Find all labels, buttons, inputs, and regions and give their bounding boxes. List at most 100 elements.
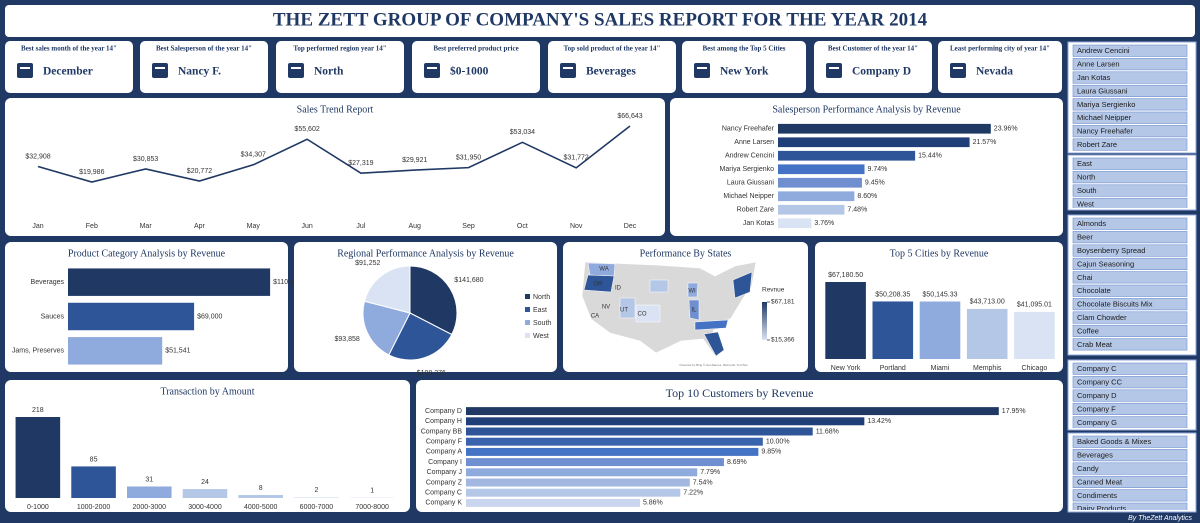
bar (294, 497, 339, 498)
slicer-item[interactable] (1072, 376, 1188, 389)
y-tick-label: Sauces (41, 313, 65, 320)
slicer-item[interactable] (1072, 231, 1188, 244)
slicer-item-label[interactable]: Chocolate (1077, 286, 1111, 295)
slicer-item-label[interactable]: Canned Meat (1077, 477, 1123, 486)
state-label: WA (599, 267, 608, 273)
slicer-item[interactable] (1072, 502, 1188, 515)
slicer-item-label[interactable]: Company F (1077, 404, 1116, 413)
x-tick-label: 7000-8000 (355, 504, 389, 511)
bar (466, 498, 640, 507)
slicer-item[interactable] (1072, 71, 1188, 84)
slicer-item-label[interactable]: Company CC (1077, 378, 1123, 387)
y-tick-label: Company BB (421, 428, 463, 435)
y-tick-label: Anne Larsen (734, 139, 774, 146)
slicer-item[interactable] (1072, 257, 1188, 271)
chart-title: Performance By States (640, 248, 732, 259)
slicer-item-label[interactable]: Beer (1077, 233, 1093, 242)
kpi-icon-detail (20, 67, 30, 69)
bar (466, 437, 763, 446)
kpi-value: Company D (852, 66, 911, 78)
bar (466, 458, 724, 467)
slicer-item-label[interactable]: Baked Goods & Mixes (1077, 437, 1151, 446)
bar (466, 427, 813, 436)
slicer-item-label[interactable]: Laura Giussani (1077, 86, 1128, 95)
slicer-item[interactable] (1072, 338, 1188, 351)
slicer-item-label[interactable]: Condiments (1077, 491, 1117, 500)
slicer-item[interactable] (1072, 244, 1188, 257)
kpi-icon-detail (563, 67, 573, 69)
data-label: 7.79% (700, 469, 720, 476)
slicer-item[interactable] (1072, 362, 1188, 375)
bar (1014, 311, 1055, 359)
state-shape (732, 271, 753, 299)
y-tick-label: Company C (425, 490, 462, 497)
data-label: 8 (259, 485, 263, 492)
kpi-card (5, 41, 133, 93)
slicer-item[interactable] (1072, 475, 1188, 489)
slicer-item[interactable] (1072, 449, 1188, 462)
bar (238, 495, 283, 498)
data-label: 17.95% (1002, 408, 1026, 415)
slicer-item[interactable] (1072, 84, 1188, 97)
slicer-item-label[interactable]: Almonds (1077, 219, 1106, 228)
slicer-item[interactable] (1072, 111, 1188, 124)
data-label: $50,208.35 (875, 291, 910, 298)
slicer-item[interactable] (1072, 157, 1188, 170)
slicer-item-label[interactable]: Jan Kotas (1077, 73, 1111, 82)
slicer-item[interactable] (1072, 184, 1188, 197)
slicer-item-label[interactable]: Nancy Freehafer (1077, 127, 1133, 136)
slicer-item-label[interactable]: Robert Zare (1077, 140, 1117, 149)
slicer-item-label[interactable]: Anne Larsen (1077, 60, 1120, 69)
kpi-icon (694, 63, 710, 78)
chart-panel (5, 98, 665, 236)
slicer-item-label[interactable]: Candy (1077, 464, 1099, 473)
slicer-item-label[interactable]: Clam Chowder (1077, 313, 1127, 322)
y-tick-label: Company A (426, 449, 463, 456)
slicer-item-label[interactable]: Coffee (1077, 326, 1099, 335)
slicer-item-label[interactable]: Dairy Products (1077, 504, 1126, 513)
slicer-item-label[interactable]: Company C (1077, 364, 1117, 373)
bar (127, 486, 172, 498)
slicer-item[interactable] (1072, 197, 1188, 210)
slicer-item-label[interactable]: Company D (1077, 391, 1117, 400)
slicer-item[interactable] (1072, 462, 1188, 475)
slicer-item-label[interactable]: East (1077, 159, 1093, 168)
slicer-item-label[interactable]: Boysenberry Spread (1077, 246, 1145, 255)
slicer-item[interactable] (1072, 489, 1188, 502)
slicer-item[interactable] (1072, 171, 1188, 184)
slicer-item[interactable] (1072, 402, 1188, 416)
data-label: 11.68% (816, 428, 839, 435)
slicer-item-label[interactable]: West (1077, 199, 1095, 208)
slicer-item[interactable] (1072, 416, 1188, 429)
slicer-item-label[interactable]: South (1077, 186, 1097, 195)
data-label: $20,772 (187, 168, 212, 175)
slicer-item[interactable] (1072, 435, 1188, 448)
slicer-item[interactable] (1072, 138, 1188, 151)
slicer-item-label[interactable]: Company G (1077, 418, 1117, 427)
slicer-item-label[interactable]: Michael Neipper (1077, 113, 1132, 122)
slicer-item[interactable] (1072, 324, 1188, 338)
state-label: UT (620, 308, 628, 314)
slicer-item-label[interactable]: Chai (1077, 273, 1093, 282)
slicer-item[interactable] (1072, 389, 1188, 402)
slicer-item-label[interactable]: Chocolate Biscuits Mix (1077, 300, 1153, 309)
slicer-item[interactable] (1072, 44, 1188, 57)
slicer-item[interactable] (1072, 217, 1188, 230)
slicer-item[interactable] (1072, 58, 1188, 71)
slicer-item[interactable] (1072, 298, 1188, 311)
slicer-item[interactable] (1072, 284, 1188, 297)
slicer-item-label[interactable]: Beverages (1077, 451, 1113, 460)
bar (778, 164, 865, 175)
slicer-item-label[interactable]: Mariya Sergienko (1077, 100, 1135, 109)
slicer-item[interactable] (1072, 271, 1188, 284)
bar (825, 282, 866, 359)
slicer-item-label[interactable]: Cajun Seasoning (1077, 259, 1134, 268)
kpi-icon (826, 63, 842, 78)
slicer-item[interactable] (1072, 125, 1188, 138)
x-tick-label: Jun (301, 223, 312, 230)
slicer-item[interactable] (1072, 311, 1188, 324)
slicer-item-label[interactable]: Andrew Cencini (1077, 46, 1130, 55)
slicer-item[interactable] (1072, 98, 1188, 111)
slicer-item-label[interactable]: Crab Meat (1077, 340, 1113, 349)
slicer-item-label[interactable]: North (1077, 173, 1095, 182)
